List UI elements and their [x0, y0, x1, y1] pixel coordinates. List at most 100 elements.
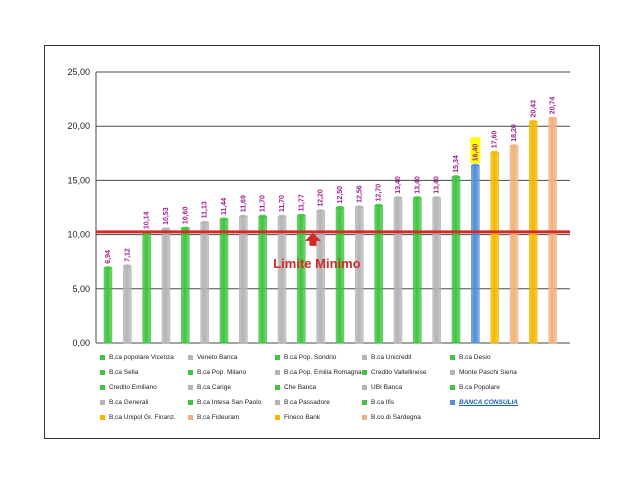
legend-entry: B.ca Intesa San Paolo	[188, 399, 261, 406]
legend-entry: B.ca Popolare	[450, 384, 500, 391]
legend-entry: B.ca popolare Vicenza	[100, 354, 174, 361]
bar-cap	[510, 144, 518, 148]
legend-entry: B.ca Carige	[188, 384, 231, 391]
legend-label: Veneto Banca	[197, 354, 238, 361]
data-label: 10,60	[182, 206, 189, 224]
legend-entry: B.ca Pop. Emilia Romagna	[275, 369, 362, 376]
y-tick-label: 10,00	[67, 230, 90, 240]
bar-cap	[200, 220, 209, 224]
y-tick-label: 0,00	[72, 338, 90, 348]
bar-cap	[394, 196, 402, 200]
bar-cap	[162, 227, 170, 231]
y-tick-label: 20,00	[67, 121, 90, 131]
data-label: 12,50	[337, 186, 344, 204]
bar	[181, 227, 190, 344]
legend-swatch	[188, 385, 193, 390]
bar-cap	[220, 217, 228, 221]
legend-swatch	[100, 400, 105, 405]
legend-label: B.ca Carige	[197, 384, 231, 391]
legend-swatch	[275, 400, 280, 405]
legend-label: BANCA CONSULIA	[459, 399, 518, 406]
legend-label: B.ca Popolare	[459, 384, 500, 391]
data-label: 20,43	[530, 100, 537, 118]
bar	[393, 197, 403, 344]
y-tick-label: 5,00	[72, 284, 90, 294]
legend-label: B.co di Sardegna	[371, 414, 421, 421]
legend-label: B.ca popolare Vicenza	[109, 354, 174, 361]
legend-label: B.ca Pop. Sondrio	[284, 354, 337, 361]
data-label: 11,77	[298, 194, 305, 211]
legend-swatch	[100, 355, 105, 360]
bar	[142, 232, 151, 344]
legend-swatch	[450, 370, 455, 375]
data-label: 13,40	[434, 176, 441, 194]
legend-swatch	[362, 415, 367, 420]
legend-entry: B.ca Desio	[450, 354, 490, 361]
legend-label: B.ca Sella	[109, 369, 139, 376]
legend-entry: Che Banca	[275, 384, 316, 391]
data-label: 20,74	[550, 97, 557, 115]
legend-entry: B.ca Passadore	[275, 399, 330, 406]
legend-entry: Fineco Bank	[275, 414, 320, 421]
legend-swatch	[362, 370, 367, 375]
data-label: 12,70	[376, 184, 383, 202]
highlight-box	[470, 137, 481, 164]
legend-entry: B.ca Pop. Milano	[188, 369, 246, 376]
legend-swatch	[100, 415, 105, 420]
legend-entry: B.ca Sella	[100, 369, 138, 376]
bar-cap	[336, 205, 344, 210]
legend-label: Credito Valtellinese	[371, 369, 427, 376]
bar-cap	[297, 213, 306, 218]
data-label: 13,40	[395, 176, 402, 194]
bar-cap	[548, 116, 557, 120]
y-tick-label: 15,00	[67, 175, 90, 185]
data-label: 6,94	[105, 250, 112, 264]
legend-swatch	[450, 355, 455, 360]
legend-entry: B.ca Ifis	[362, 399, 394, 406]
y-tick-label: 25,00	[67, 67, 90, 77]
limit-label: Limite Minimo	[273, 256, 360, 271]
bar	[451, 176, 461, 344]
bar	[297, 215, 306, 344]
bar-cap	[529, 119, 538, 124]
legend-label: B.ca Unipol Gr. Finanz.	[109, 414, 176, 421]
legend-label: B.ca Ifis	[371, 399, 395, 406]
bar-cap	[258, 214, 267, 218]
legend-swatch	[188, 400, 193, 405]
legend-entry: Credito Emiliano	[100, 384, 157, 391]
legend-entry: B.ca Fideuram	[188, 414, 239, 421]
bar	[277, 215, 287, 344]
legend-swatch	[275, 415, 280, 420]
bar	[239, 216, 248, 344]
data-label: 11,44	[221, 198, 228, 215]
legend-swatch	[188, 355, 193, 360]
legend-label: B.ca Desio	[459, 354, 491, 361]
legend-swatch	[188, 370, 193, 375]
data-label: 11,70	[279, 195, 286, 212]
data-label: 15,34	[453, 155, 460, 173]
bar-cap	[104, 266, 112, 270]
legend-entry: B.ca Generali	[100, 399, 148, 406]
data-label: 11,70	[260, 195, 267, 212]
data-label: 7,12	[124, 248, 131, 262]
bar	[103, 267, 113, 344]
legend-entry: B.co di Sardegna	[362, 414, 421, 421]
bar-cap	[413, 196, 422, 200]
bar	[200, 222, 209, 344]
data-label: 18,20	[511, 124, 518, 142]
legend-label: B.ca Fideuram	[197, 414, 240, 421]
legend-entry: UBI Banca	[362, 384, 402, 391]
bar-cap	[316, 209, 325, 213]
legend-entry: Credito Valtellinese	[362, 369, 427, 376]
legend-swatch	[362, 385, 367, 390]
legend-swatch	[450, 385, 455, 390]
legend-swatch	[362, 400, 367, 405]
bar-cap	[355, 205, 364, 209]
data-label: 13,40	[414, 176, 421, 194]
bar	[123, 265, 132, 344]
legend-label: Fineco Bank	[284, 414, 321, 421]
legend-swatch	[450, 400, 455, 405]
bar-cap	[490, 150, 499, 154]
legend-entry: B.ca Unicredit	[362, 354, 411, 361]
data-label: 10,14	[144, 211, 151, 229]
